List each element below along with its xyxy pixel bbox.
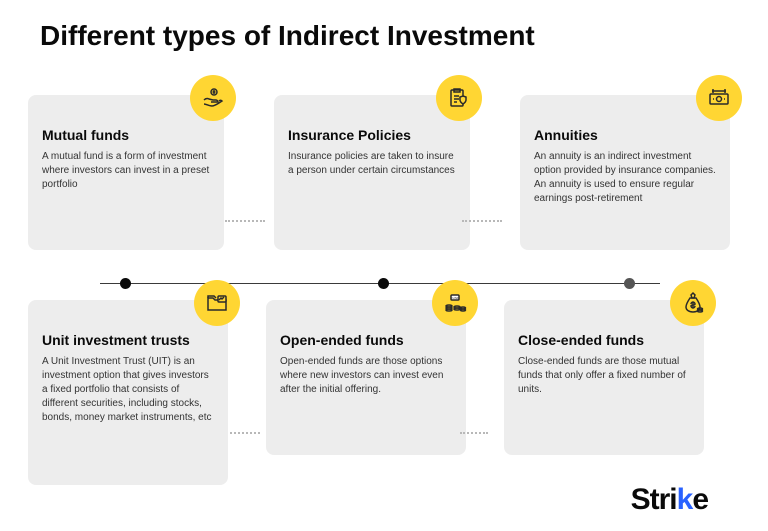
card-body: An annuity is an indirect investment opt… xyxy=(534,150,716,206)
brand-logo: Strike xyxy=(631,483,708,517)
hand-coin-icon xyxy=(190,75,236,121)
page-title: Different types of Indirect Investment xyxy=(40,20,535,52)
cards-row-top: Mutual funds A mutual fund is a form of … xyxy=(28,95,730,250)
cards-row-bottom: Unit investment trusts A Unit Investment… xyxy=(28,300,704,485)
card-mutual-funds: Mutual funds A mutual fund is a form of … xyxy=(28,95,224,250)
card-body: Open-ended funds are those options where… xyxy=(280,355,452,397)
card-title: Unit investment trusts xyxy=(42,332,214,349)
card-body: Close-ended funds are those mutual funds… xyxy=(518,355,690,397)
connector-dots xyxy=(462,220,502,222)
card-body: Insurance policies are taken to insure a… xyxy=(288,150,456,178)
connector-dots xyxy=(230,432,260,434)
logo-text-post: e xyxy=(692,483,708,516)
card-title: Close-ended funds xyxy=(518,332,690,349)
money-bag-icon xyxy=(670,280,716,326)
timeline-dot xyxy=(378,278,389,289)
card-title: Open-ended funds xyxy=(280,332,452,349)
card-title: Mutual funds xyxy=(42,127,210,144)
fund-stack-icon: FUND xyxy=(432,280,478,326)
svg-text:FUND: FUND xyxy=(451,296,460,300)
connector-dots xyxy=(225,220,265,222)
card-annuities: Annuities An annuity is an indirect inve… xyxy=(520,95,730,250)
card-close-ended-funds: Close-ended funds Close-ended funds are … xyxy=(504,300,704,455)
folder-chart-icon xyxy=(194,280,240,326)
timeline-dot xyxy=(624,278,635,289)
logo-text-accent: k xyxy=(677,483,693,516)
card-open-ended-funds: FUND Open-ended funds Open-ended funds a… xyxy=(266,300,466,455)
money-flow-icon xyxy=(696,75,742,121)
connector-dots xyxy=(460,432,488,434)
clipboard-shield-icon xyxy=(436,75,482,121)
card-body: A mutual fund is a form of investment wh… xyxy=(42,150,210,192)
card-insurance-policies: Insurance Policies Insurance policies ar… xyxy=(274,95,470,250)
card-unit-investment-trusts: Unit investment trusts A Unit Investment… xyxy=(28,300,228,485)
card-title: Annuities xyxy=(534,127,716,144)
logo-text-pre: Stri xyxy=(631,483,677,516)
card-title: Insurance Policies xyxy=(288,127,456,144)
card-body: A Unit Investment Trust (UIT) is an inve… xyxy=(42,355,214,425)
timeline-dot xyxy=(120,278,131,289)
